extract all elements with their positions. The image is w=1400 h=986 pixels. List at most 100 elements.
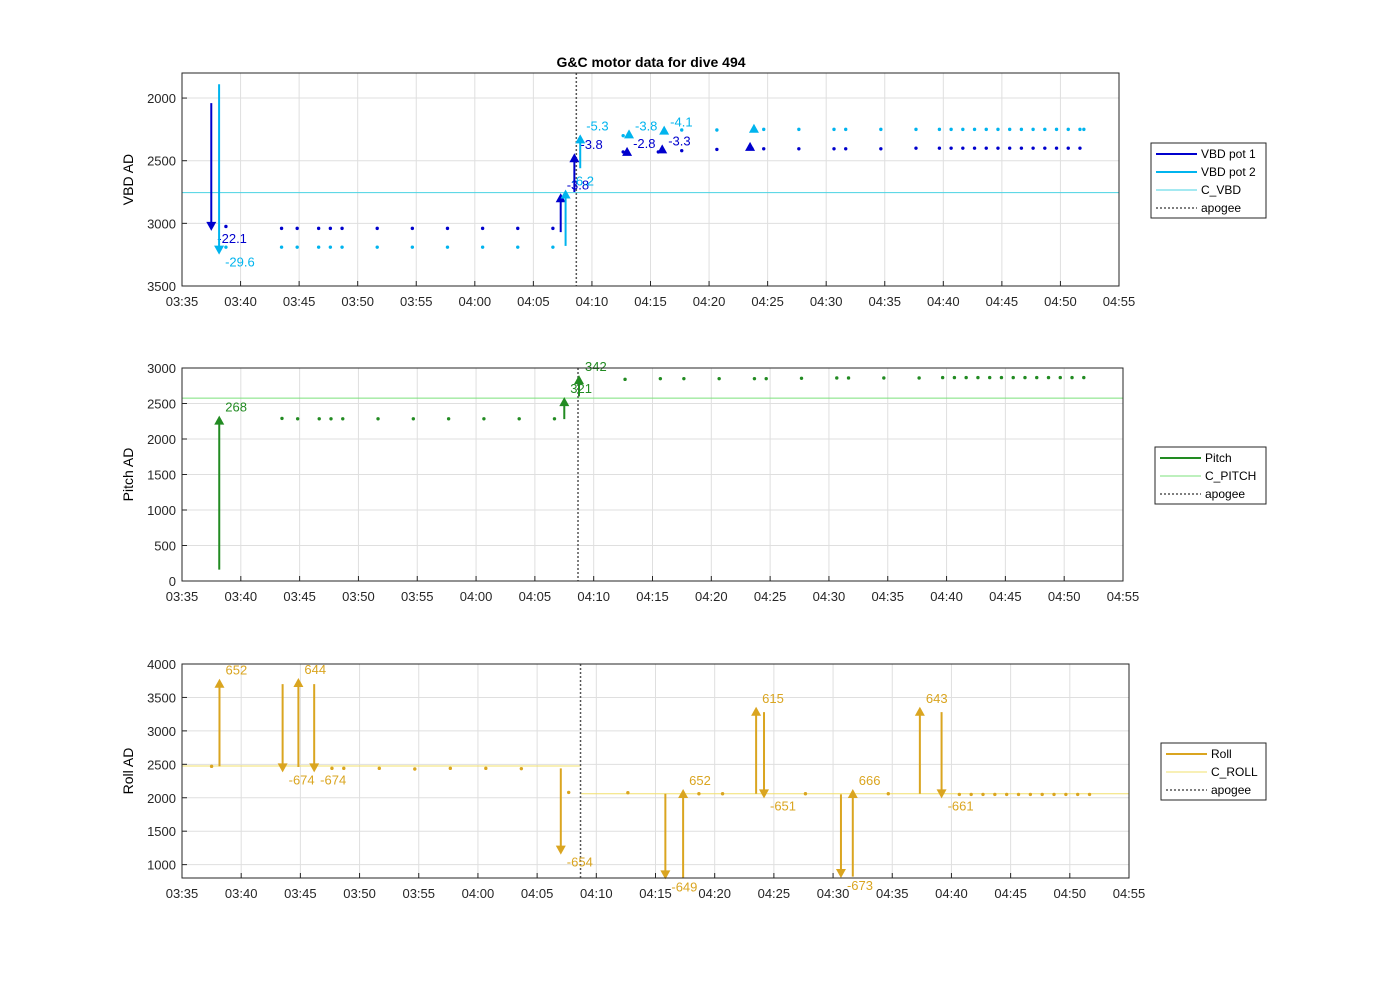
data-point: [996, 127, 1000, 132]
data-point: [224, 224, 228, 229]
data-point: [835, 376, 839, 380]
chart-panel: -22.1-29.6-3.8-6.2-3.8-5.3-2.8-3.8-3.3-4…: [120, 72, 1267, 309]
x-tick-label: 04:25: [758, 886, 791, 901]
legend-label: C_VBD: [1201, 183, 1241, 197]
data-point: [914, 146, 918, 150]
x-tick-label: 04:20: [695, 589, 728, 604]
data-point: [329, 417, 333, 421]
y-tick-label: 3000: [147, 724, 176, 739]
motor-move-arrowhead: [847, 789, 858, 799]
data-label: 268: [225, 400, 247, 415]
data-point: [516, 245, 520, 249]
data-point: [1040, 792, 1044, 797]
data-point: [517, 417, 521, 421]
x-tick-label: 04:40: [927, 294, 960, 309]
motor-move-arrowhead: [573, 375, 584, 385]
data-point: [1007, 146, 1012, 150]
y-axis-label: Pitch AD: [120, 448, 136, 502]
x-tick-label: 04:15: [634, 294, 667, 309]
y-axis-label: Roll AD: [120, 748, 136, 795]
data-point: [1031, 146, 1035, 150]
data-point: [949, 146, 953, 150]
data-point: [410, 226, 415, 231]
x-tick-label: 04:50: [1054, 886, 1087, 901]
data-point: [516, 226, 520, 231]
data-point: [715, 128, 719, 132]
data-label: 615: [762, 691, 784, 706]
legend-label: Pitch: [1205, 451, 1232, 465]
data-point: [832, 147, 836, 151]
chart-panel: 268 321 342 03:35 03:40 03:45 03:50 03:55 04:00 0…: [120, 359, 1267, 604]
data-point: [1058, 375, 1062, 380]
y-tick-label: 2000: [147, 91, 176, 106]
x-tick-label: 04:55: [1103, 294, 1136, 309]
data-point: [984, 127, 988, 132]
data-point: [413, 767, 417, 771]
data-point: [961, 146, 965, 150]
data-point: [917, 376, 921, 380]
x-tick-label: 03:50: [341, 294, 374, 309]
x-tick-label: 04:00: [460, 589, 493, 604]
data-point: [330, 766, 334, 771]
y-tick-label: 3500: [147, 279, 176, 294]
motor-move-arrowhead: [309, 763, 320, 773]
x-tick-label: 04:10: [576, 294, 609, 309]
data-point: [1028, 792, 1033, 797]
data-point: [697, 792, 701, 796]
motor-move-marker: [659, 125, 670, 135]
motor-move-arrowhead: [214, 245, 225, 255]
data-point: [1078, 127, 1082, 132]
data-point: [1082, 127, 1086, 132]
legend-label: C_PITCH: [1205, 469, 1256, 483]
data-point: [762, 127, 766, 132]
data-label: 342: [585, 359, 607, 374]
x-tick-label: 04:50: [1044, 294, 1077, 309]
data-point: [376, 417, 380, 421]
data-point: [984, 146, 988, 150]
x-tick-label: 04:45: [989, 589, 1022, 604]
x-tick-label: 04:10: [577, 589, 610, 604]
data-point: [551, 245, 555, 249]
data-point: [1046, 375, 1051, 380]
data-point: [1019, 146, 1024, 150]
data-point: [1016, 792, 1021, 797]
x-tick-label: 03:40: [224, 294, 257, 309]
motor-move-arrowhead: [936, 789, 947, 799]
data-label: -3.8: [580, 137, 602, 152]
x-tick-label: 04:30: [817, 886, 850, 901]
motor-move-arrowhead: [214, 678, 225, 688]
data-point: [879, 147, 883, 151]
data-point: [799, 376, 804, 380]
legend-label: VBD pot 1: [1201, 147, 1256, 161]
data-point: [682, 376, 686, 381]
data-point: [952, 375, 957, 380]
data-point: [1078, 146, 1082, 150]
data-point: [480, 245, 485, 249]
data-point: [752, 376, 757, 381]
data-label: -6.2: [572, 174, 594, 189]
data-point: [551, 226, 555, 231]
data-point: [340, 226, 344, 231]
y-tick-label: 3500: [147, 690, 176, 705]
data-point: [626, 791, 630, 795]
motor-move-marker: [657, 144, 668, 154]
x-tick-label: 04:40: [930, 589, 963, 604]
chart-panel: 652 -674 644 -674 -654 -649 652 615 -651 -673 666 6…: [120, 657, 1267, 901]
x-tick-label: 04:15: [636, 589, 669, 604]
y-tick-label: 2500: [147, 757, 176, 772]
data-point: [680, 148, 684, 153]
data-point: [1066, 146, 1070, 150]
y-tick-label: 1000: [147, 503, 176, 518]
data-point: [964, 375, 968, 380]
motor-move-arrowhead: [660, 870, 671, 880]
motor-move-arrowhead: [214, 415, 225, 425]
x-tick-label: 03:40: [225, 589, 258, 604]
data-point: [949, 127, 953, 132]
x-tick-label: 04:05: [517, 294, 550, 309]
data-point: [981, 792, 985, 797]
legend-label: C_ROLL: [1211, 765, 1258, 779]
data-point: [720, 792, 725, 796]
x-tick-label: 03:45: [284, 886, 317, 901]
data-point: [1023, 375, 1027, 380]
x-tick-label: 03:35: [166, 294, 199, 309]
